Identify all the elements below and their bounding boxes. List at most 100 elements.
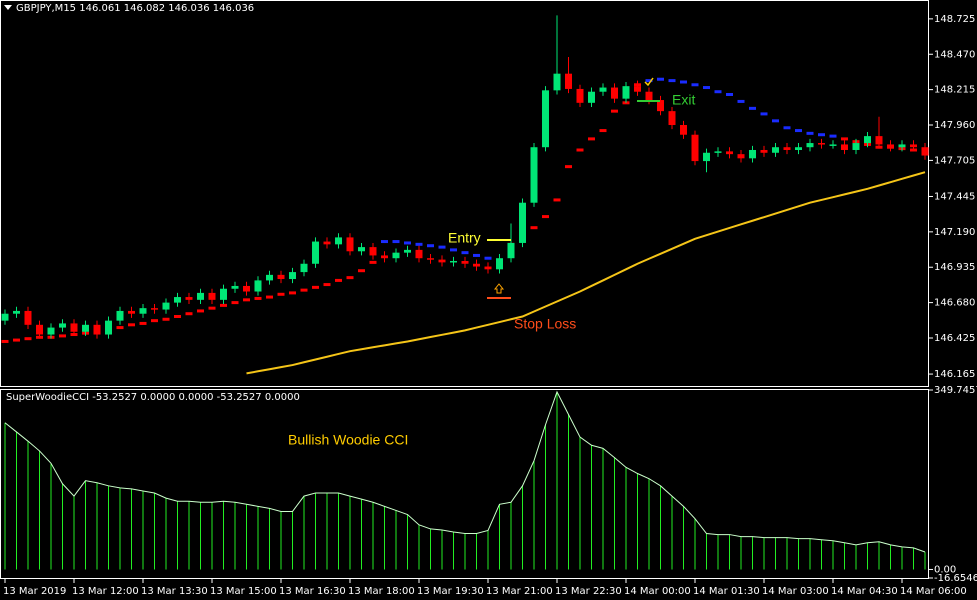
candle-body [760,149,768,153]
y-tick-label: -16.6546 [934,573,977,584]
candle-body [507,242,515,259]
y-tick-label: 146.165 [934,369,975,380]
y-tick-label: 147.960 [934,120,975,131]
candle-body [323,241,331,245]
x-tick-label: 13 Mar 18:00 [348,586,415,597]
indicator-title: SuperWoodieCCI -53.2527 0.0000 0.0000 -5… [6,392,300,403]
candle-body [634,86,641,92]
candle-body [220,288,227,300]
x-tick-label: 14 Mar 01:30 [693,586,760,597]
candle-body [162,302,170,310]
candle-body [622,86,630,99]
x-tick-label: 13 Mar 19:30 [417,586,484,597]
candle-body [208,292,216,300]
exit-label: Exit [672,92,695,108]
chart-title: GBPJPY,M15 146.061 146.082 146.036 146.0… [16,3,254,14]
candle-body [887,144,894,148]
stop-loss-label: Stop Loss [514,316,576,332]
exit-check [644,77,654,87]
candle-body [392,252,400,259]
candle-body [266,274,273,281]
y-tick-label: 148.215 [934,85,975,96]
price-plot [1,15,929,375]
candle-body [13,310,20,314]
candle-body [553,73,561,91]
main-frame [0,0,929,387]
candle-body [484,266,492,270]
candle-body [645,91,653,101]
candle-body [1,313,9,321]
y-tick-label: 147.445 [934,191,975,202]
candle-body [105,320,112,335]
candle-body [806,143,814,148]
candle-body [197,292,204,300]
indicator-plot [4,390,926,570]
y-tick-label: 148.725 [934,14,975,25]
candle-body [243,285,250,292]
candle-body [829,144,837,146]
y-tick-label: 146.935 [934,262,975,273]
candle-body [726,151,733,155]
candle-body [93,324,101,335]
candle-body [438,259,446,263]
candle-body [565,73,572,89]
candle-body [795,147,802,150]
candle-body [174,297,181,303]
candle-body [519,202,526,243]
x-tick-label: 13 Mar 22:30 [555,586,622,597]
moving-average [246,171,926,375]
buy-arrow [493,283,505,294]
candle-body [542,90,549,148]
candle-body [36,324,43,335]
candle-body [530,147,538,203]
candle-body [875,136,883,145]
candle-body [461,260,469,264]
candle-body [703,152,710,162]
candle-body [70,323,78,332]
y-tick-label: 147.190 [934,227,975,238]
candle-body [576,88,584,103]
candle-body [783,147,791,150]
candle-body [415,249,423,259]
x-tick-label: 14 Mar 00:00 [624,586,691,597]
candle-body [691,134,699,162]
candle-body [369,247,377,256]
candle-body [231,285,239,289]
candle-body [59,323,66,328]
candle-body [921,147,929,156]
candle-body [864,136,871,144]
axes: 148.725 148.470 148.215 147.960 147.705 147.4… [3,14,977,597]
candle-body [737,154,745,159]
candle-body [588,91,595,103]
candle-body [714,151,722,153]
y-tick-label: 349.7457 [934,385,977,396]
y-tick-label: 147.705 [934,155,975,166]
candle-body [300,263,308,273]
candle-body [151,308,158,310]
candle-body [818,143,825,145]
x-tick-label: 13 Mar 2019 [3,586,66,597]
entry-label: Entry [448,230,481,246]
candle-body [346,237,354,252]
y-tick-label: 146.680 [934,298,975,309]
y-tick-label: 146.425 [934,333,975,344]
candle-body [668,111,676,126]
candle-body [82,324,89,332]
indicator-note: Bullish Woodie CCI [288,432,408,448]
candle-body [496,258,503,270]
candle-body [473,263,480,267]
candle-body [898,144,906,148]
candle-body [47,327,55,335]
candle-body [335,237,342,245]
candle-body [277,274,285,280]
x-tick-label: 13 Mar 12:00 [72,586,139,597]
candle-body [404,249,411,253]
y-tick-label: 0.00 [934,564,956,575]
candle-body [450,260,457,263]
candle-body [910,144,917,148]
histogram-outline [4,390,926,553]
candle-body [772,147,779,153]
x-tick-label: 13 Mar 15:00 [210,586,277,597]
candle-body [185,297,193,300]
